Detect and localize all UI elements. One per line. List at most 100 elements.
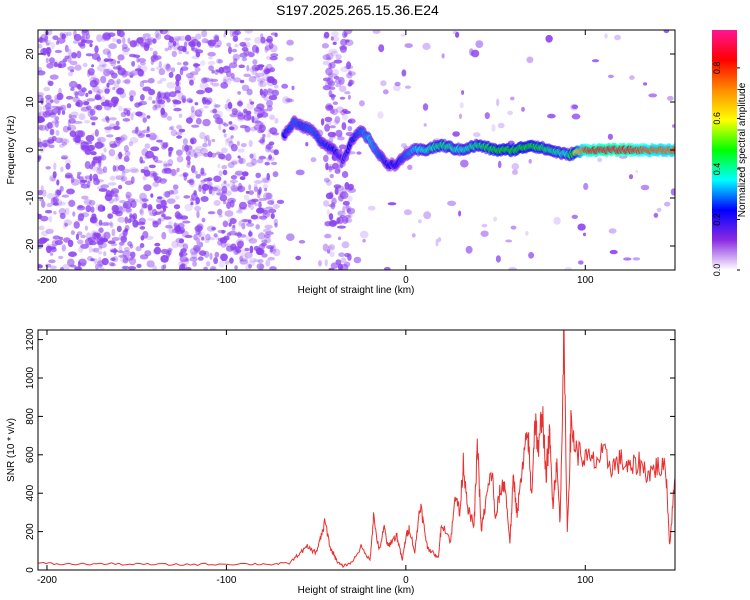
spectrogram-cell [330,220,337,226]
spectrogram-cell [142,230,149,239]
spectrogram-cell [215,69,221,73]
spectrogram-cell [159,210,165,214]
spectrogram-cell [403,209,412,216]
spectrogram-cell [61,156,68,160]
snr-y-tick-label: 0 [25,567,36,573]
spectrogram-cell [227,102,233,109]
spectrogram-cell [163,63,170,70]
spectrogram-cell [158,217,165,222]
spectrogram-cell [254,120,262,124]
spectrogram-cell [222,75,229,84]
spectrogram-cell [423,123,427,127]
spectrogram-cell [201,236,205,241]
spectrogram-cell [129,214,136,219]
spectrogram-cell [143,166,149,172]
snr-y-ticks: 0 200 400 600 800 1000 1200 [25,328,675,573]
spectrogram-cell [42,111,51,118]
spectrogram-cell [327,245,333,250]
spectrogram-cell [218,153,226,160]
spectrogram-cell [239,125,248,129]
spectrogram-cell [248,98,252,103]
spectrogram-cell [260,108,269,112]
spectrogram-cell [52,35,59,40]
spectrogram-cell [75,101,81,107]
spectrogram-cell [255,224,260,230]
spectrogram-cell [54,115,59,122]
spectrogram-cell [58,255,64,260]
spectrogram-cell [525,230,529,236]
spectrogram-cell [253,180,263,184]
spectrogram-cell [239,157,246,165]
spectrogram-cell [167,159,174,166]
spectrogram-cell [106,58,114,62]
spectrogram-cell [194,109,203,117]
spectrogram-cell [342,216,349,224]
spectrogram-cell [230,135,234,139]
spectrogram-cell [254,120,263,126]
spectrogram-cell [53,116,60,121]
spectrogram-cell [228,121,233,125]
snr-panel: -200 -100 0 100 0 200 400 600 800 1000 1200 Heigh… [6,328,676,596]
spectrogram-cell [220,182,230,188]
spectrogram-cell [94,129,99,137]
spectrogram-cell [80,234,86,239]
spectrogram-cell [38,112,41,117]
spectrogram-cell [452,30,459,35]
spectrogram-cell [407,164,413,170]
spectrogram-cell [80,106,90,112]
spectrogram-cell [48,215,53,223]
spectrogram-cell [106,134,114,138]
spectrogram-cell [672,146,675,153]
spectrogram-cell [217,229,227,234]
spectrogram-cell [68,118,76,124]
spectrogram-cell [264,187,268,192]
spectrogram-cell [204,100,212,105]
spectrogram-cell [226,137,233,144]
snr-background [38,330,675,570]
spectrogram-cell [262,228,272,233]
spectrogram-cell [505,239,513,243]
spectrogram-cell [335,54,342,60]
spectrogram-cell [127,37,131,44]
spectrogram-cell [218,260,225,268]
spectrogram-cell [50,99,54,103]
spectrogram-cell [65,95,74,100]
spectrogram-cell [38,118,41,124]
spectrogram-cell [578,260,584,265]
spectrogram-cell [635,169,639,174]
spectrogram-cell [92,156,100,161]
spectrogram-cell [109,117,117,121]
spectrogram-cell [232,224,236,228]
spectrogram-cell [265,259,271,267]
snr-x-tick-label: 100 [577,575,594,586]
spectrogram-cell [160,205,168,209]
spectrogram-cell [237,185,246,193]
spectrogram-cell [145,133,151,138]
spectrogram-cell [201,217,206,223]
spectrogram-cell [224,138,228,146]
spectrogram-cell [508,267,518,270]
spectrogram-cell [224,210,234,217]
spectrogram-cell [70,176,75,183]
spectrogram-cell [387,202,397,206]
spectrogram-cell [224,103,228,110]
spectrogram-cell [115,210,123,217]
spectrogram-cell [168,152,172,157]
spectrogram-cell [328,191,334,199]
spectrogram-cell [338,194,344,202]
spectrogram-cell [61,194,70,198]
spectrogram-cell [110,190,115,198]
spectrogram-cell [521,106,525,112]
spectrogram-cell [38,156,42,160]
spectrogram-cell [47,136,55,145]
spectrogram-cell [134,126,139,135]
spectrogram-cell [42,47,46,55]
spectrogram-cell [152,38,157,44]
spectrogram-cell [138,131,146,137]
spectrogram-cell [84,225,88,231]
spectrogram-cell [223,200,227,205]
spectrogram-cell [130,168,140,174]
spectrogram-cell [246,222,255,227]
spectrogram-cell [359,230,369,239]
spectrogram-cell [245,235,254,242]
